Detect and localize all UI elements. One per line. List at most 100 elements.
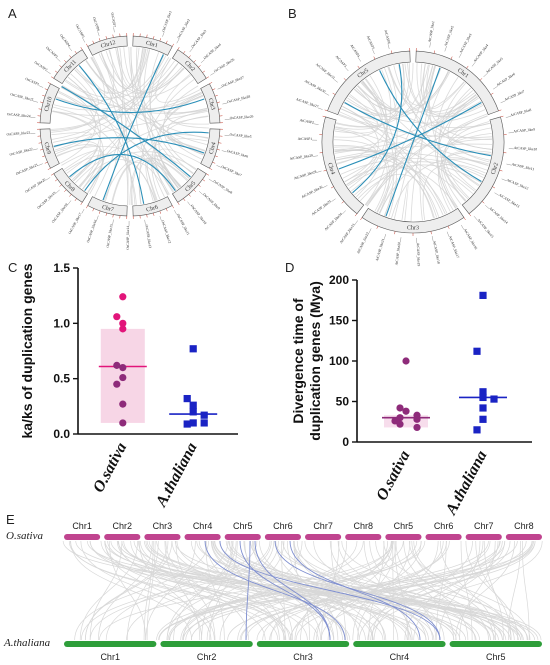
gene-leader-line	[96, 215, 99, 221]
chromosome-tick	[373, 56, 376, 60]
background-link	[401, 181, 409, 221]
background-link	[334, 139, 378, 185]
data-point	[413, 423, 421, 432]
synteny-link	[89, 540, 123, 641]
gene-label: AtCASP_like13	[498, 193, 520, 209]
chromosome-tick	[198, 184, 201, 187]
chromosome-tick	[165, 208, 168, 212]
chromosome-tick	[357, 65, 360, 69]
synteny-link	[243, 540, 322, 641]
gene-label: OsCASP7	[110, 12, 116, 27]
top-chromosome-bar	[184, 534, 221, 540]
gene-label: OsCASP_like26	[213, 57, 235, 73]
category-label: A.thaliana	[152, 440, 200, 511]
data-point	[119, 373, 127, 382]
chromosome-label: Chr1	[456, 68, 469, 80]
background-link	[335, 143, 492, 159]
background-link	[348, 75, 388, 189]
panel-letter-e: E	[6, 512, 15, 527]
circos-plot-rice: Chr1Chr2Chr3Chr4Chr5Chr6Chr7Chr8Chr9Chr1…	[6, 10, 253, 250]
background-link	[339, 111, 438, 218]
background-link	[52, 91, 202, 116]
background-link	[360, 66, 397, 110]
chromosome-tick	[47, 82, 51, 84]
background-link	[347, 78, 386, 117]
gene-label: OsCASP_like19	[36, 191, 56, 210]
gene-label: OsCASP_like24	[7, 112, 31, 118]
synteny-link	[252, 540, 387, 641]
background-link	[63, 148, 98, 174]
background-link	[354, 164, 482, 196]
chromosome-tick	[42, 94, 46, 97]
background-link	[410, 71, 449, 221]
chromosome-segment	[39, 83, 60, 124]
chromosome-tick	[42, 155, 46, 158]
synteny-link	[104, 540, 266, 641]
synteny-link	[201, 540, 234, 641]
gene-leader-line	[506, 163, 512, 166]
gene-label: AtCASP_like14	[488, 206, 508, 225]
background-link	[135, 47, 147, 88]
chromosome-tick	[159, 38, 162, 42]
chromosome-tick	[212, 161, 216, 164]
background-link	[105, 50, 183, 94]
y-tick-label: 200	[329, 273, 349, 287]
synteny-link	[167, 540, 392, 641]
gene-label: OsCASP_like1	[161, 10, 172, 32]
background-link	[334, 145, 388, 212]
gene-label: OsCASP_like11	[176, 213, 191, 236]
gene-leader-line	[55, 189, 60, 194]
synteny-link	[411, 540, 494, 641]
gene-label: AtCASP2	[299, 118, 314, 125]
highlight-link	[239, 540, 331, 641]
top-chromosome-bar	[425, 534, 462, 540]
gene-leader-line	[210, 72, 215, 76]
data-point	[183, 394, 191, 403]
gene-leader-line	[483, 73, 488, 78]
gene-leader-line	[384, 233, 386, 239]
synteny-link	[259, 540, 374, 641]
background-link	[334, 148, 434, 219]
background-link	[426, 64, 492, 140]
synteny-link	[190, 540, 501, 641]
background-link	[366, 175, 394, 213]
top-chromosome-bar	[505, 534, 542, 540]
gene-label: AtCASP_like10	[514, 146, 538, 152]
synteny-link	[143, 540, 154, 641]
gene-label: OsCASP_like21	[15, 163, 39, 176]
gene-leader-line	[313, 123, 319, 125]
chromosome-tick	[74, 198, 77, 202]
chromosome-tick	[209, 168, 213, 170]
chromosome-tick	[153, 212, 155, 216]
synteny-link	[329, 540, 413, 641]
gene-label: AtCASP_like4	[473, 43, 490, 63]
chromosome-tick	[498, 109, 502, 112]
background-link	[105, 47, 124, 202]
gene-label: AtCASP_like21	[375, 238, 386, 262]
data-point	[473, 347, 481, 355]
chromosome-segment	[87, 196, 128, 217]
top-chromosome-bar	[104, 534, 141, 540]
chromosome-tick	[499, 169, 503, 172]
bottom-chromosome-label: Chr2	[197, 652, 217, 662]
background-link	[442, 127, 491, 205]
top-chromosome-label: Chr5	[394, 521, 414, 531]
chromosome-label: Chr3	[407, 226, 419, 232]
gene-label: AtCASP_like26	[301, 185, 324, 199]
gene-label: AtCASP_like22	[356, 231, 370, 254]
bottom-chromosome-label: Chr4	[390, 652, 410, 662]
chromosome-tick	[40, 101, 44, 103]
category-label: A.thaliana	[442, 448, 490, 519]
y-tick-label: 150	[329, 314, 349, 328]
background-link	[56, 69, 99, 108]
chromosome-tick	[391, 50, 393, 54]
gene-label: AtCASP_like15	[476, 218, 494, 239]
background-link	[429, 66, 476, 191]
gene-leader-line	[187, 201, 191, 206]
gene-label: AtCASP4	[349, 44, 360, 58]
gene-label: OsCASP_like14	[126, 226, 130, 250]
chromosome-tick	[165, 40, 168, 44]
duplication-link	[102, 54, 164, 201]
background-link	[364, 90, 474, 206]
